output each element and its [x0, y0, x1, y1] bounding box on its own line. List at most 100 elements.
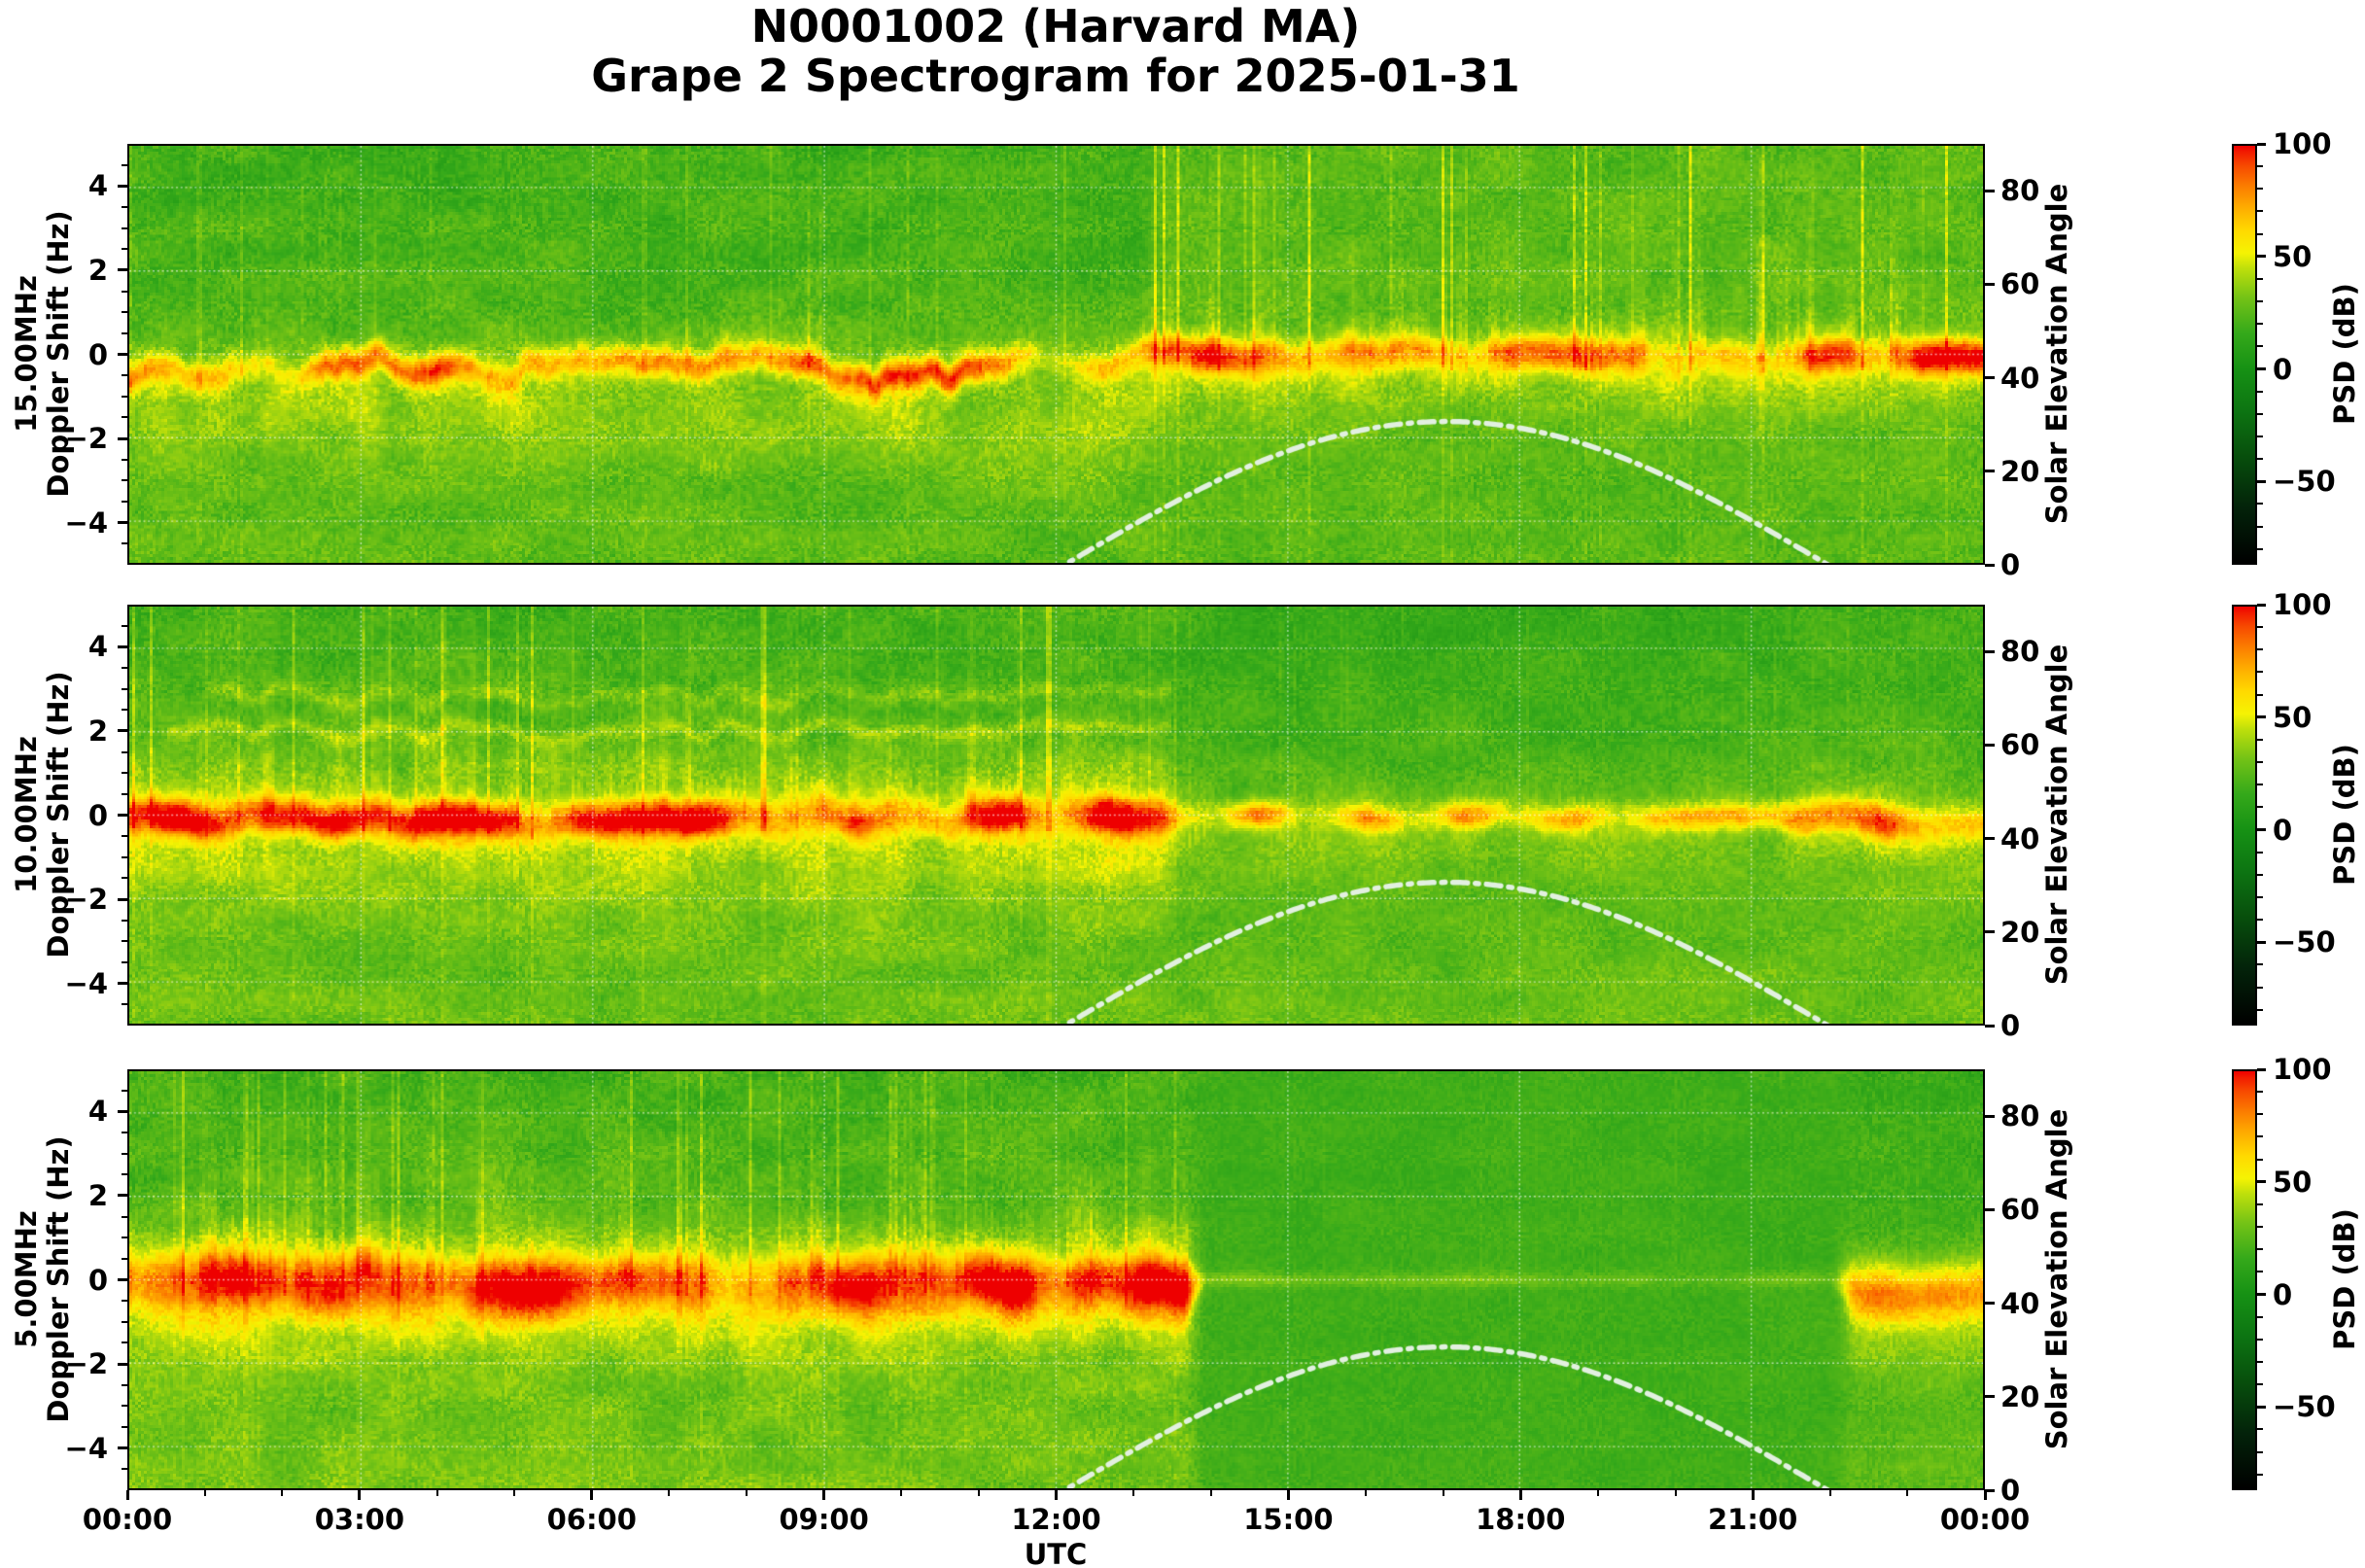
- y-tick-minor: [122, 1468, 127, 1471]
- y-tick-label: 4: [87, 1095, 108, 1129]
- colorbar-tick-minor: [2257, 1383, 2263, 1386]
- colorbar-tick-minor: [2257, 277, 2263, 280]
- colorbar-tick-minor: [2257, 232, 2263, 235]
- y-tick-minor: [122, 1405, 127, 1408]
- colorbar-tick-minor: [2257, 738, 2263, 741]
- colorbar-tick-minor: [2257, 648, 2263, 651]
- chart-title-line1: N0001002 (Harvard MA): [750, 0, 1361, 52]
- colorbar-tick-major: [2257, 828, 2266, 832]
- y-tick-minor: [122, 1342, 127, 1344]
- y-tick-minor: [122, 1237, 127, 1239]
- y-tick-minor: [122, 1257, 127, 1260]
- colorbar-tick-major: [2257, 1067, 2266, 1071]
- colorbar-tick-minor: [2257, 761, 2263, 764]
- x-tick-label: 21:00: [1707, 1503, 1798, 1536]
- solar-elevation-tick-label: 20: [2000, 454, 2040, 488]
- y-tick-minor: [122, 1131, 127, 1133]
- x-tick-minor: [1365, 1490, 1367, 1496]
- solar-elevation-tick-label: 60: [2000, 1193, 2040, 1227]
- y-tick-minor: [122, 1320, 127, 1323]
- colorbar-tick-major: [2257, 1180, 2266, 1184]
- x-tick-major: [590, 1490, 594, 1500]
- solar-elevation-tick: [1985, 282, 1995, 286]
- y-tick-major: [118, 436, 127, 440]
- y-tick-major: [118, 1194, 127, 1198]
- y-tick-minor: [122, 395, 127, 398]
- colorbar-tick-minor: [2257, 210, 2263, 213]
- y-tick-minor: [122, 1300, 127, 1303]
- x-tick-minor: [900, 1490, 903, 1496]
- y-tick-minor: [122, 331, 127, 334]
- colorbar-tick-minor: [2257, 1113, 2263, 1116]
- colorbar-tick-minor: [2257, 851, 2263, 854]
- colorbar-tick-label: 0: [2273, 352, 2293, 386]
- colorbar-tick-minor: [2257, 626, 2263, 629]
- y-tick-minor: [122, 624, 127, 627]
- y-tick-minor: [122, 374, 127, 377]
- colorbar-tick-minor: [2257, 188, 2263, 191]
- solar-elevation-tick: [1985, 1114, 1995, 1118]
- y-tick-minor: [122, 1173, 127, 1176]
- solar-elevation-tick: [1985, 1302, 1995, 1306]
- colorbar-tick-label: 100: [2273, 127, 2332, 160]
- colorbar-tick-minor: [2257, 1158, 2263, 1161]
- y-tick-minor: [122, 479, 127, 482]
- solar-elevation-tick-label: 40: [2000, 821, 2040, 855]
- colorbar-tick-label: 0: [2273, 1277, 2293, 1311]
- y-tick-minor: [122, 772, 127, 775]
- x-tick-label: 06:00: [546, 1503, 637, 1536]
- x-tick-label: 12:00: [1011, 1503, 1101, 1536]
- y-tick-major: [118, 1446, 127, 1450]
- y-tick-minor: [122, 1152, 127, 1155]
- spectrogram-panel-10mhz: [127, 605, 1985, 1026]
- x-tick-minor: [1209, 1490, 1212, 1496]
- y-tick-minor: [122, 542, 127, 545]
- y-tick-label: 2: [87, 714, 108, 748]
- y-tick-minor: [122, 919, 127, 922]
- colorbar-tick-minor: [2257, 165, 2263, 168]
- x-tick-minor: [513, 1490, 516, 1496]
- colorbar-tick-major: [2257, 1405, 2266, 1409]
- colorbar-tick-minor: [2257, 436, 2263, 438]
- chart-title: N0001002 (Harvard MA) Grape 2 Spectrogra…: [0, 2, 2111, 101]
- y-tick-major: [118, 729, 127, 733]
- y-tick-minor: [122, 687, 127, 690]
- y-tick-minor: [122, 311, 127, 314]
- y-tick-minor: [122, 248, 127, 251]
- x-tick-major: [125, 1490, 129, 1500]
- x-tick-minor: [1828, 1490, 1831, 1496]
- x-tick-minor: [281, 1490, 284, 1496]
- colorbar-tick-major: [2257, 603, 2266, 607]
- grid-and-solar-arc-overlay: [129, 1071, 1983, 1488]
- colorbar-5mhz: [2232, 1069, 2257, 1490]
- y-tick-label: −2: [64, 1347, 108, 1381]
- colorbar-tick-major: [2257, 367, 2266, 371]
- solar-elevation-tick-label: 20: [2000, 915, 2040, 949]
- colorbar-tick-minor: [2257, 1248, 2263, 1251]
- x-tick-minor: [668, 1490, 671, 1496]
- colorbar-10mhz: [2232, 605, 2257, 1026]
- colorbar-tick-minor: [2257, 412, 2263, 415]
- x-tick-major: [1518, 1490, 1522, 1500]
- y-tick-minor: [122, 709, 127, 712]
- colorbar-tick-major: [2257, 255, 2266, 259]
- y-tick-label: −2: [64, 422, 108, 456]
- solar-elevation-tick: [1985, 1395, 1995, 1399]
- x-tick-label: 18:00: [1476, 1503, 1566, 1536]
- colorbar-tick-minor: [2257, 919, 2263, 922]
- colorbar-tick-minor: [2257, 547, 2263, 550]
- solar-elevation-tick: [1985, 470, 1995, 473]
- y-tick-label: −2: [64, 883, 108, 917]
- y-tick-major: [118, 268, 127, 272]
- y-tick-major: [118, 521, 127, 525]
- y-tick-minor: [122, 226, 127, 229]
- colorbar-tick-minor: [2257, 873, 2263, 876]
- x-tick-minor: [203, 1490, 206, 1496]
- x-tick-label: 00:00: [82, 1503, 173, 1536]
- y-tick-minor: [122, 501, 127, 504]
- colorbar-tick-label: −50: [2273, 1390, 2336, 1424]
- colorbar-tick-minor: [2257, 693, 2263, 696]
- x-tick-major: [822, 1490, 826, 1500]
- solar-elevation-tick: [1985, 837, 1995, 841]
